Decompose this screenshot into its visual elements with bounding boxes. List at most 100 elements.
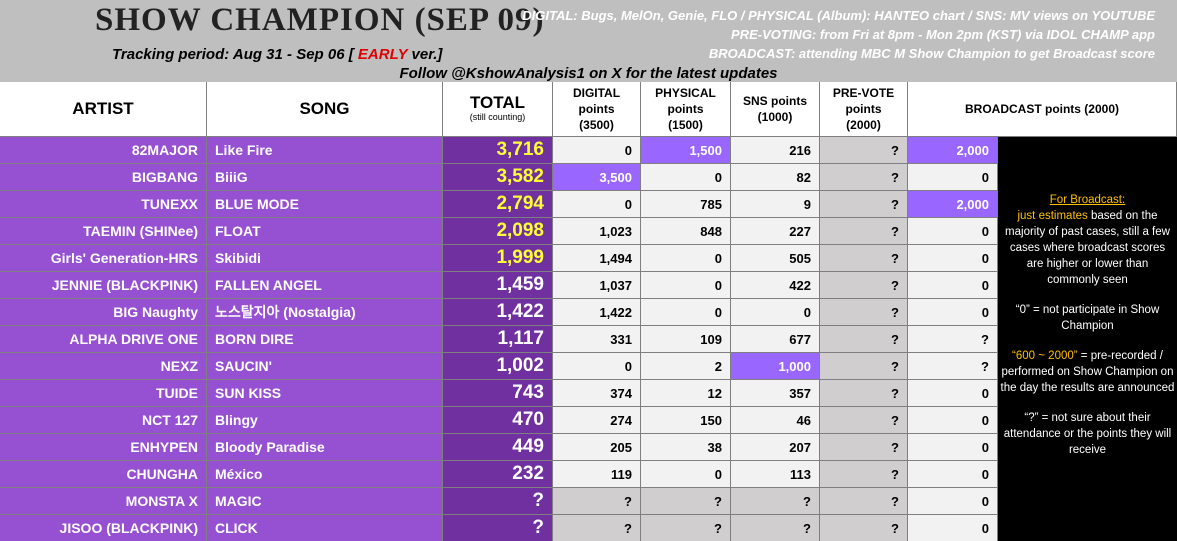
header-subtext: (still counting) [469, 112, 526, 122]
song: Like Fire [207, 137, 443, 164]
broadcast-points: 0 [908, 299, 998, 326]
note-text: “600 ~ 2000” [1012, 350, 1078, 362]
broadcast-points: 0 [908, 164, 998, 191]
column-header: BROADCAST points (2000) [908, 82, 1177, 137]
physical-points: 848 [641, 218, 731, 245]
column-header: ARTIST [0, 82, 207, 137]
prevote-points: ? [820, 434, 908, 461]
info-line: DIGITAL: Bugs, MelOn, Genie, FLO / PHYSI… [522, 8, 1155, 23]
column-header: DIGITAL points (3500) [553, 82, 641, 137]
note-text: based on the majority of past cases, sti… [1005, 210, 1170, 286]
physical-points: 1,500 [641, 137, 731, 164]
song: Blingy [207, 407, 443, 434]
artist: TAEMIN (SHINee) [0, 218, 207, 245]
total: 1,459 [443, 272, 553, 299]
prevote-points: ? [820, 218, 908, 245]
note-text: “0” [1015, 304, 1030, 316]
digital-points: 1,023 [553, 218, 641, 245]
sns-points: 357 [731, 380, 820, 407]
artist: ENHYPEN [0, 434, 207, 461]
prevote-points: ? [820, 272, 908, 299]
total: 3,582 [443, 164, 553, 191]
broadcast-points: 0 [908, 434, 998, 461]
artist: BIGBANG [0, 164, 207, 191]
column-header: SONG [207, 82, 443, 137]
song: SAUCIN' [207, 353, 443, 380]
broadcast-points: ? [908, 353, 998, 380]
broadcast-points: 0 [908, 407, 998, 434]
artist: ALPHA DRIVE ONE [0, 326, 207, 353]
digital-points: 374 [553, 380, 641, 407]
note-heading: For Broadcast: [1049, 194, 1126, 206]
sns-points: 227 [731, 218, 820, 245]
note-text: = pre-recorded / performed on Show Champ… [1000, 350, 1175, 394]
physical-points: 12 [641, 380, 731, 407]
artist: JENNIE (BLACKPINK) [0, 272, 207, 299]
broadcast-points: 0 [908, 488, 998, 515]
digital-points: 205 [553, 434, 641, 461]
prevote-points: ? [820, 461, 908, 488]
prevote-points: ? [820, 407, 908, 434]
song: SUN KISS [207, 380, 443, 407]
digital-points: 0 [553, 137, 641, 164]
prevote-points: ? [820, 326, 908, 353]
note-text: just estimates [1017, 210, 1088, 222]
physical-points: 150 [641, 407, 731, 434]
sns-points: ? [731, 488, 820, 515]
header-text: TOTAL [469, 93, 526, 112]
total: 3,716 [443, 137, 553, 164]
song: BLUE MODE [207, 191, 443, 218]
sns-points: 1,000 [731, 353, 820, 380]
song: BiiiG [207, 164, 443, 191]
total: 449 [443, 434, 553, 461]
artist: NEXZ [0, 353, 207, 380]
artist: Girls' Generation-HRS [0, 245, 207, 272]
song: MAGIC [207, 488, 443, 515]
physical-points: 38 [641, 434, 731, 461]
info: DIGITAL: Bugs, MelOn, Genie, FLO / PHYSI… [522, 6, 1155, 63]
column-header: PHYSICAL points (1500) [641, 82, 731, 137]
title: SHOW CHAMPION (SEP 09) [95, 2, 545, 38]
column-header: SNS points (1000) [731, 82, 820, 137]
digital-points: 274 [553, 407, 641, 434]
prevote-points: ? [820, 380, 908, 407]
artist: TUNEXX [0, 191, 207, 218]
physical-points: ? [641, 488, 731, 515]
physical-points: 0 [641, 245, 731, 272]
physical-points: 2 [641, 353, 731, 380]
tracking-text: ver.] [411, 46, 443, 63]
song: FALLEN ANGEL [207, 272, 443, 299]
digital-points: 1,494 [553, 245, 641, 272]
physical-points: 785 [641, 191, 731, 218]
broadcast-points: 0 [908, 245, 998, 272]
tracking-flag: EARLY [357, 46, 408, 63]
broadcast-points: 2,000 [908, 191, 998, 218]
artist: JISOO (BLACKPINK) [0, 515, 207, 541]
broadcast-points: 0 [908, 515, 998, 541]
prevote-points: ? [820, 299, 908, 326]
tracking-text: Tracking period: Aug 31 - Sep 06 [ [112, 46, 354, 63]
follow-note: Follow @KshowAnalysis1 on X for the late… [399, 65, 778, 82]
digital-points: 3,500 [553, 164, 641, 191]
prevote-points: ? [820, 137, 908, 164]
total: 2,794 [443, 191, 553, 218]
total: 1,422 [443, 299, 553, 326]
note-text: “?” = not sure about their attendance or… [1003, 412, 1172, 456]
sns-points: 422 [731, 272, 820, 299]
broadcast-points: 0 [908, 218, 998, 245]
digital-points: 1,037 [553, 272, 641, 299]
tracking-period: Tracking period: Aug 31 - Sep 06 [ EARLY… [112, 46, 442, 63]
total: 1,117 [443, 326, 553, 353]
sns-points: 0 [731, 299, 820, 326]
artist: BIG Naughty [0, 299, 207, 326]
sns-points: 207 [731, 434, 820, 461]
digital-points: 331 [553, 326, 641, 353]
prevote-points: ? [820, 164, 908, 191]
song: BORN DIRE [207, 326, 443, 353]
artist: MONSTA X [0, 488, 207, 515]
song: 노스탈지아 (Nostalgia) [207, 299, 443, 326]
header-band: SHOW CHAMPION (SEP 09) Tracking period: … [0, 0, 1177, 82]
total: 743 [443, 380, 553, 407]
sns-points: ? [731, 515, 820, 541]
